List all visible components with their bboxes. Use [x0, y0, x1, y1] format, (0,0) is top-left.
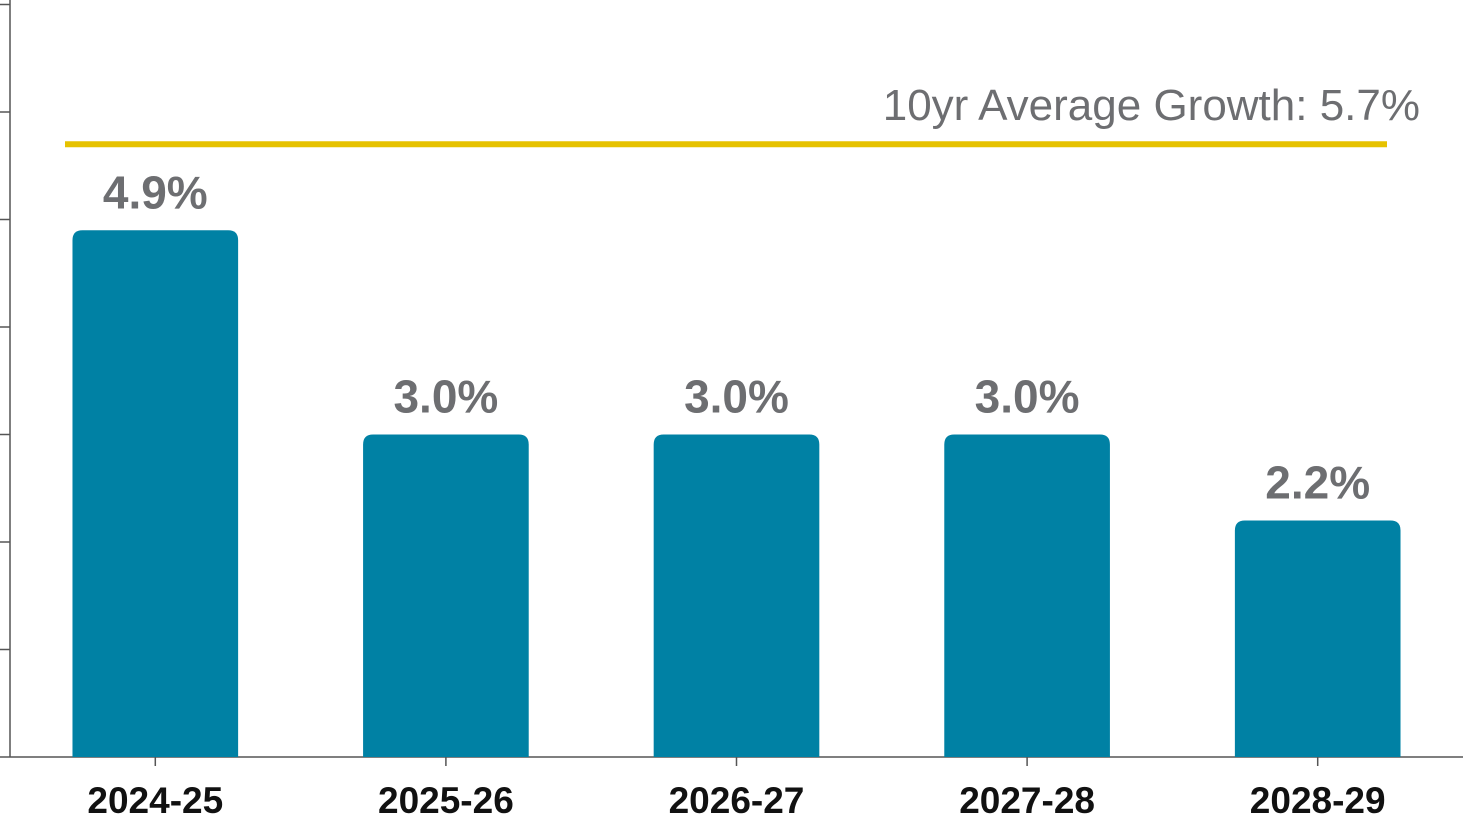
bar [1234, 520, 1401, 757]
x-tick-label: 2027-28 [959, 780, 1095, 821]
x-tick-label: 2024-25 [87, 780, 223, 821]
bar [72, 230, 239, 757]
bar [944, 434, 1110, 757]
value-label: 2.2% [1265, 457, 1370, 509]
x-tick-label: 2025-26 [378, 780, 514, 821]
value-label: 3.0% [393, 371, 498, 423]
bar [363, 434, 529, 757]
value-label: 3.0% [684, 371, 789, 423]
value-label: 3.0% [975, 371, 1080, 423]
x-tick-label: 2026-27 [669, 780, 805, 821]
average-label: 10yr Average Growth: 5.7% [883, 81, 1420, 130]
bar [653, 434, 820, 757]
x-tick-label: 2028-29 [1250, 780, 1386, 821]
value-label: 4.9% [103, 166, 208, 218]
